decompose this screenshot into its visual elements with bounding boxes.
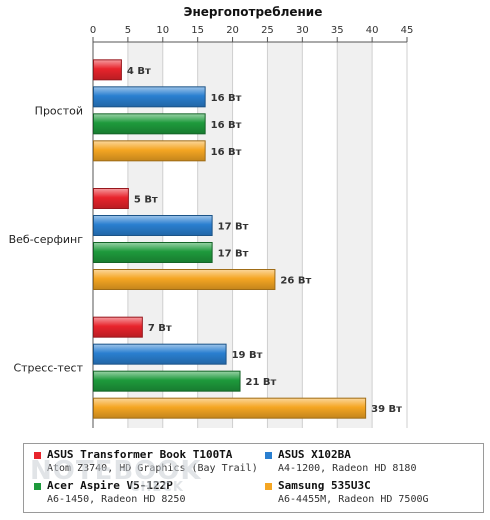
legend-sub: Atom Z3740, HD Graphics (Bay Trail) xyxy=(47,463,258,474)
data-label: 16 Вт xyxy=(211,93,242,104)
bar xyxy=(93,242,213,263)
category-label: Простой xyxy=(35,104,83,117)
grid-band xyxy=(337,42,373,428)
data-label: 17 Вт xyxy=(218,222,249,233)
tick-label: 25 xyxy=(261,25,274,36)
bar xyxy=(93,86,206,108)
data-label: 4 Вт xyxy=(127,66,151,77)
legend-name: ASUS X102BA xyxy=(278,448,351,461)
tick-label: 35 xyxy=(331,25,344,36)
bars: 4 Вт 16 Вт 16 Вт 16 Вт 5 Вт 17 Вт 17 Вт 26 Вт 7 … xyxy=(93,59,402,419)
legend-swatch xyxy=(34,452,41,459)
tick-label: 10 xyxy=(156,25,169,36)
category-label: Веб-серфинг xyxy=(9,233,84,246)
tick-label: 45 xyxy=(401,25,414,36)
bar xyxy=(93,343,227,365)
legend-sub: A6-1450, Radeon HD 8250 xyxy=(47,494,186,505)
chart-title: Энергопотребление xyxy=(184,5,323,19)
category-labels: Простой Веб-серфинг Стресс-тест xyxy=(9,104,84,374)
chart: Энергопотребление 0 5 10 15 20 25 30 35 40 45 4 В… xyxy=(9,5,414,428)
bar xyxy=(93,269,276,290)
data-label: 16 Вт xyxy=(211,147,242,158)
data-label: 17 Вт xyxy=(218,249,249,260)
bar xyxy=(93,397,367,419)
data-label: 21 Вт xyxy=(246,377,277,388)
bar xyxy=(93,188,129,209)
legend-sub: A6-4455M, Radeon HD 7500G xyxy=(278,494,429,505)
legend-sub: A4-1200, Radeon HD 8180 xyxy=(278,463,417,474)
tick-label: 15 xyxy=(191,25,204,36)
category-label: Стресс-тест xyxy=(13,362,83,375)
legend-swatch xyxy=(34,483,41,490)
bar xyxy=(93,59,122,81)
grid-band xyxy=(267,42,303,428)
legend: ASUS Transformer Book T100TA Atom Z3740,… xyxy=(23,443,484,513)
bar xyxy=(93,316,143,338)
data-label: 16 Вт xyxy=(211,120,242,131)
bar xyxy=(93,140,206,162)
tick-label: 5 xyxy=(125,25,131,36)
legend-swatch xyxy=(265,483,272,490)
tick-label: 0 xyxy=(90,25,96,36)
tick-label: 20 xyxy=(226,25,239,36)
data-label: 39 Вт xyxy=(371,404,402,415)
bar xyxy=(93,215,213,236)
data-label: 19 Вт xyxy=(232,350,263,361)
legend-name: ASUS Transformer Book T100TA xyxy=(47,448,233,461)
bar xyxy=(93,370,241,392)
bar xyxy=(93,113,206,135)
data-label: 26 Вт xyxy=(280,276,311,287)
legend-swatch xyxy=(265,452,272,459)
data-label: 5 Вт xyxy=(134,195,158,206)
legend-name: Samsung 535U3C xyxy=(278,479,371,492)
tick-label: 30 xyxy=(296,25,309,36)
legend-name: Acer Aspire V5-122P xyxy=(47,479,173,492)
tick-label: 40 xyxy=(366,25,379,36)
data-label: 7 Вт xyxy=(148,323,172,334)
